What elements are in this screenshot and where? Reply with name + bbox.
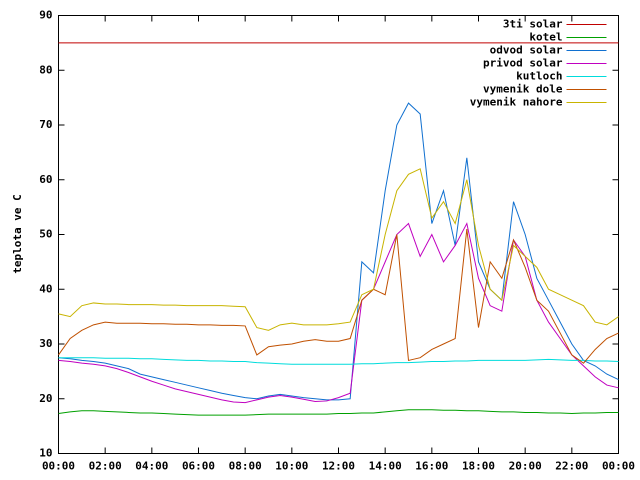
legend-label: privod solar: [483, 57, 563, 70]
y-tick-label: 90: [39, 9, 52, 22]
legend-label: kotel: [529, 31, 562, 44]
x-tick-label: 00:00: [602, 460, 635, 473]
y-tick-label: 50: [39, 228, 52, 241]
series-line: [58, 102, 619, 401]
x-tick-label: 14:00: [369, 460, 402, 473]
series-line: [58, 168, 619, 331]
x-tick-label: 22:00: [555, 460, 588, 473]
y-tick-label: 60: [39, 173, 52, 186]
legend-label: odvod solar: [490, 44, 563, 57]
x-tick-label: 16:00: [415, 460, 448, 473]
x-tick-label: 18:00: [462, 460, 495, 473]
x-tick-label: 04:00: [135, 460, 168, 473]
x-tick-label: 02:00: [89, 460, 122, 473]
y-tick-label: 20: [39, 392, 52, 405]
y-tick-label: 40: [39, 282, 52, 295]
x-tick-label: 06:00: [182, 460, 215, 473]
x-tick-label: 20:00: [509, 460, 542, 473]
x-tick-label: 12:00: [322, 460, 355, 473]
series-line: [58, 228, 619, 364]
y-tick-label: 10: [39, 447, 52, 460]
y-tick-label: 70: [39, 118, 52, 131]
x-tick-label: 08:00: [229, 460, 262, 473]
x-tick-label: 00:00: [42, 460, 75, 473]
legend-label: 3ti solar: [503, 18, 563, 31]
legend-label: kutloch: [516, 70, 562, 83]
series-line: [58, 222, 619, 404]
series-line: [58, 409, 619, 416]
y-axis-label: teplota ve C: [11, 194, 24, 273]
y-tick-label: 80: [39, 63, 52, 76]
y-tick-label: 30: [39, 337, 52, 350]
series-line: [58, 357, 619, 365]
x-tick-label: 10:00: [275, 460, 308, 473]
legend-label: vymenik nahore: [470, 96, 563, 109]
legend-label: vymenik dole: [483, 83, 563, 96]
